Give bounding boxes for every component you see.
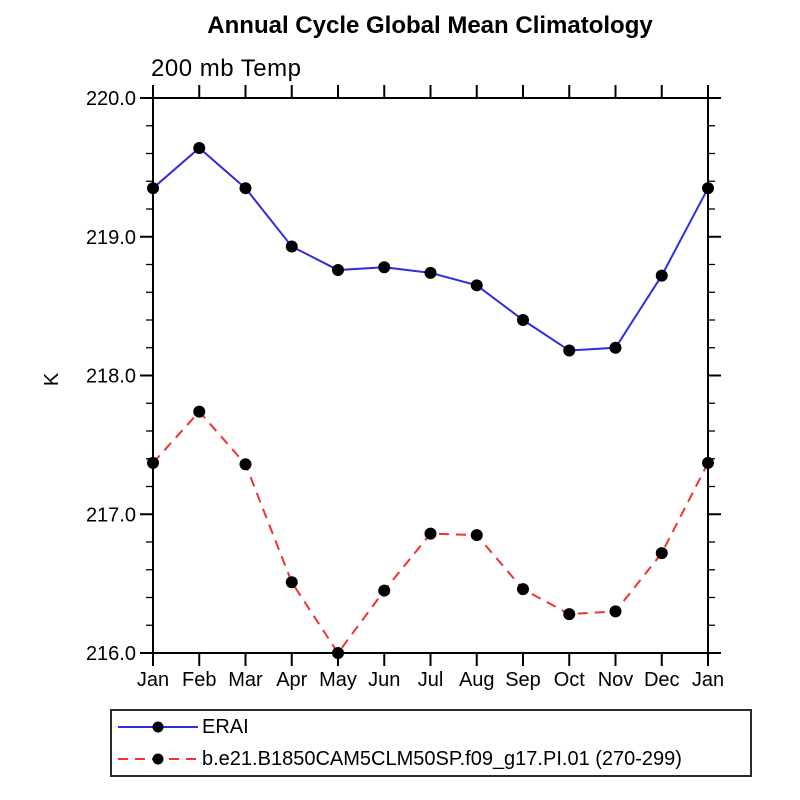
y-axis-label: K <box>41 372 64 387</box>
marker-dot-icon <box>152 753 164 765</box>
svg-text:217.0: 217.0 <box>86 504 136 526</box>
svg-text:219.0: 219.0 <box>86 227 136 249</box>
chart-title: Annual Cycle Global Mean Climatology <box>207 12 653 39</box>
svg-text:Jun: Jun <box>368 669 400 691</box>
legend-row-model: b.e21.B1850CAM5CLM50SP.f09_g17.PI.01 (27… <box>118 743 750 775</box>
svg-text:Aug: Aug <box>459 669 495 691</box>
svg-text:216.0: 216.0 <box>86 643 136 665</box>
legend-label-erai: ERAI <box>202 715 249 738</box>
svg-text:Apr: Apr <box>276 669 307 691</box>
svg-text:Jan: Jan <box>137 669 169 691</box>
legend-row-erai: ERAI <box>118 711 750 743</box>
legend-label-model: b.e21.B1850CAM5CLM50SP.f09_g17.PI.01 (27… <box>202 747 682 770</box>
series-0-line <box>152 146 709 352</box>
series-0-markers <box>147 141 714 357</box>
legend: ERAI b.e21.B1850CAM5CLM50SP.f09_g17.PI.0… <box>110 709 752 777</box>
y-axis-ticks: 216.0 217.0 218.0 219.0 220.0 <box>86 88 721 665</box>
svg-text:Feb: Feb <box>182 669 216 691</box>
svg-text:220.0: 220.0 <box>86 88 136 110</box>
marker-dot-icon <box>152 721 164 733</box>
svg-text:Jan: Jan <box>692 669 724 691</box>
svg-text:May: May <box>319 669 357 691</box>
legend-line-sample-dashed <box>118 752 198 766</box>
svg-text:Nov: Nov <box>598 669 634 691</box>
x-axis-ticks: Jan Feb Mar Apr May Jun Jul Aug Sep Oct Nov Dec Jan <box>137 85 724 691</box>
svg-text:Oct: Oct <box>554 669 586 691</box>
svg-text:Jul: Jul <box>418 669 444 691</box>
legend-line-sample-solid <box>118 720 198 734</box>
svg-text:218.0: 218.0 <box>86 366 136 388</box>
svg-text:Mar: Mar <box>228 669 263 691</box>
plot-frame <box>152 97 709 654</box>
series-1-markers <box>147 405 714 659</box>
chart-subtitle: 200 mb Temp <box>151 55 302 82</box>
svg-text:Sep: Sep <box>505 669 541 691</box>
svg-text:Dec: Dec <box>644 669 680 691</box>
